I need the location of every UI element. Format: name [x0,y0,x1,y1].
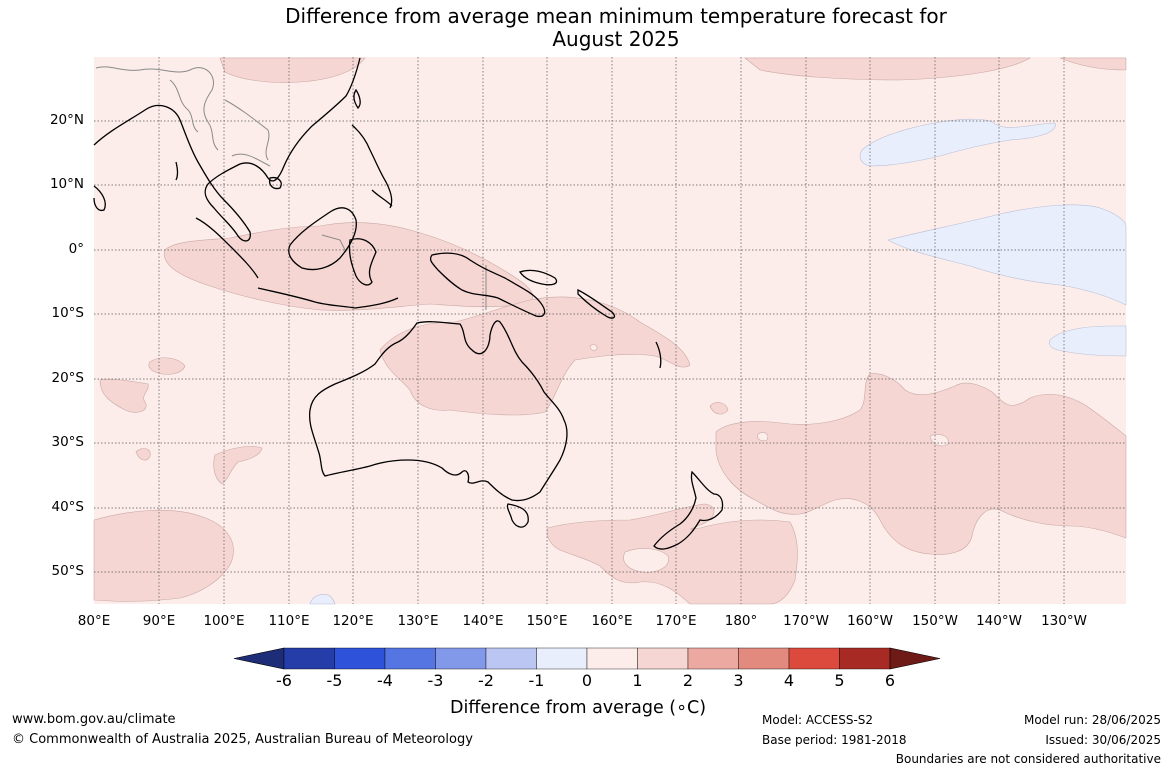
lat-label: 40°S [51,499,85,515]
lon-label: 150°W [912,613,958,629]
title-line-2: August 2025 [552,27,680,51]
coastlines [93,57,724,550]
footer-base-period: Base period: 1981-2018 [762,733,907,747]
colorbar-tick-label: 5 [834,671,845,690]
colorbar [233,647,941,670]
colorbar-segment [283,647,335,670]
colorbar-tick-label: 1 [632,671,643,690]
colorbar-segment [435,647,487,670]
map-gridlines [94,57,1126,604]
country-boundaries [95,66,487,310]
lat-label: 50°S [51,563,85,579]
lon-label: 140°E [462,613,504,629]
colorbar-segment [536,647,588,670]
lon-label: 90°E [142,613,176,629]
anomaly-minus1-0-regions [309,118,1127,605]
colorbar-segment [839,647,891,670]
lon-label: 170°W [783,613,829,629]
colorbar-tick-label: -4 [377,671,393,690]
colorbar-tick-label: -2 [478,671,494,690]
lon-label: 170°E [655,613,697,629]
australia-coastline [308,320,568,502]
lon-label: 100°E [203,613,245,629]
lon-label: 130°E [397,613,439,629]
lon-label: 130°W [1041,613,1087,629]
lon-label: 120°E [332,613,374,629]
footer-model: Model: ACCESS-S2 [762,713,874,727]
colorbar-segment [637,647,689,670]
anomaly-0-1-holes [589,344,949,573]
lon-label: 160°E [591,613,633,629]
colorbar-extend-low [233,647,285,670]
colorbar-segment [788,647,840,670]
colorbar-tick-label: 3 [733,671,744,690]
lat-label: 0° [68,241,84,257]
colorbar-segment [586,647,638,670]
lon-label: 110°E [268,613,310,629]
lon-label: 80°E [77,613,111,629]
new-guinea-coastline [429,252,546,318]
title-line-1: Difference from average mean minimum tem… [285,4,947,28]
lon-label: 140°W [976,613,1022,629]
new-zealand-coastline [653,470,724,550]
colorbar-tick-label: 2 [682,671,694,690]
colorbar-segment [687,647,739,670]
colorbar-segment [384,647,436,670]
lat-label: 10°S [51,305,85,321]
colorbar-extend-high [889,647,941,670]
lon-label: 150°E [526,613,568,629]
lat-label: 30°S [51,434,85,450]
footer-url[interactable]: www.bom.gov.au/climate [12,712,176,727]
colorbar-tick-label: -5 [326,671,343,690]
asia-mainland-coastline [93,57,361,242]
colorbar-title: Difference from average (∘C) [450,698,707,718]
footer-model-run: Model run: 28/06/2025 [1023,713,1161,727]
colorbar-tick-label: 4 [783,671,795,690]
lon-label: 160°W [847,613,893,629]
lat-label: 20°N [49,112,84,128]
footer-copyright: © Commonwealth of Australia 2025, Austra… [12,732,473,747]
colorbar-segment [738,647,790,670]
colorbar-segment [334,647,386,670]
colorbar-tick-label: -6 [276,671,292,690]
footer-issued: Issued: 30/06/2025 [1045,733,1161,747]
colorbar-tick-label: 0 [581,671,593,690]
colorbar-segment [485,647,537,670]
colorbar-tick-label: -3 [427,671,444,690]
anomaly-1-2-regions [93,57,1127,605]
footer-disclaimer: Boundaries are not considered authoritat… [895,752,1161,766]
colorbar-tick-label: 6 [884,671,896,690]
lat-label: 10°N [49,176,84,192]
colorbar-tick-label: -1 [528,671,545,690]
lat-label: 20°S [51,370,85,386]
lon-label: 180° [724,613,758,629]
